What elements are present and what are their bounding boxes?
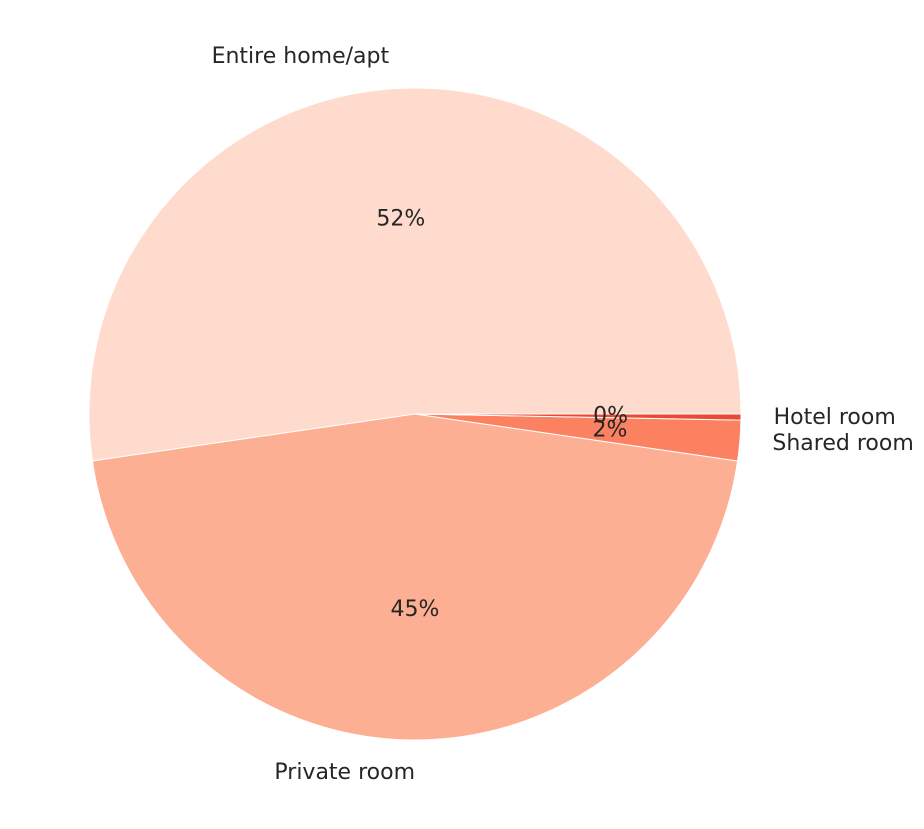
percent-labels: 52% 45% 2%0% <box>376 206 628 622</box>
pie-slices <box>88 87 742 741</box>
category-labels: Entire home/apt Private room Shared roomHo… <box>212 44 914 785</box>
pie-slice-entire-home-apt <box>88 87 742 462</box>
pie-slice-hotel-room <box>414 413 742 421</box>
pie-slice-private-room <box>91 413 739 741</box>
category-label-private-room: Private room <box>274 760 415 785</box>
percent-label-private-room: 45% <box>391 597 440 622</box>
percent-label-shared-room: 2% <box>592 417 627 442</box>
category-label-entire-home-apt: Entire home/apt <box>212 44 390 69</box>
percent-label-hotel-room: 0% <box>593 403 628 428</box>
category-label-shared-room: Shared room <box>772 431 913 456</box>
percent-label-entire-home-apt: 52% <box>376 206 425 231</box>
category-label-hotel-room: Hotel room <box>774 405 896 430</box>
